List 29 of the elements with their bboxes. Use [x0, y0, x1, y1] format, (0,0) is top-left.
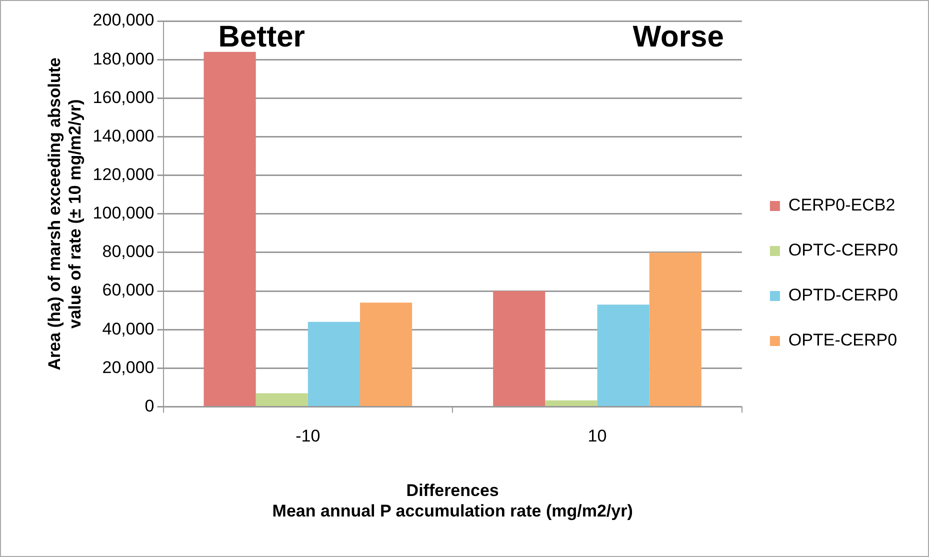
y-tick-label: 180,000	[92, 49, 154, 68]
bar	[545, 400, 598, 406]
bar	[493, 291, 546, 406]
legend-label: OPTC-CERP0	[788, 240, 898, 260]
y-axis-title: Area (ha) of marsh exceeding absolute value of rate (± 10 mg/m2/yr)	[44, 58, 84, 370]
legend-label: CERP0-ECB2	[788, 196, 896, 215]
bar	[649, 252, 702, 406]
y-tick-label: 0	[144, 396, 154, 416]
bar	[597, 304, 650, 406]
legend-label: OPTE-CERP0	[788, 330, 898, 350]
x-axis-title: Differences Mean annual P accumulation rate (mg/m2/yr)	[272, 481, 633, 520]
y-tick-label: 100,000	[92, 204, 154, 223]
x-tick-label: -10	[296, 426, 320, 446]
y-tick-label: 20,000	[102, 358, 154, 377]
y-tick-label: 120,000	[92, 165, 154, 184]
y-tick-label: 60,000	[102, 280, 154, 300]
bar	[256, 393, 308, 406]
y-tick-label: 160,000	[92, 88, 154, 107]
annotation: Better	[218, 20, 306, 54]
y-tick-label: 140,000	[92, 126, 154, 146]
legend-label: OPTD-CERP0	[788, 286, 898, 305]
y-tick-label: 40,000	[102, 319, 154, 338]
annotation: Worse	[632, 20, 724, 54]
y-tick-label: 200,000	[92, 10, 154, 30]
bar	[308, 322, 360, 406]
x-tick-label: 10	[588, 426, 607, 446]
bar	[360, 302, 412, 406]
y-tick-label: 80,000	[102, 242, 154, 262]
bar	[204, 52, 256, 406]
